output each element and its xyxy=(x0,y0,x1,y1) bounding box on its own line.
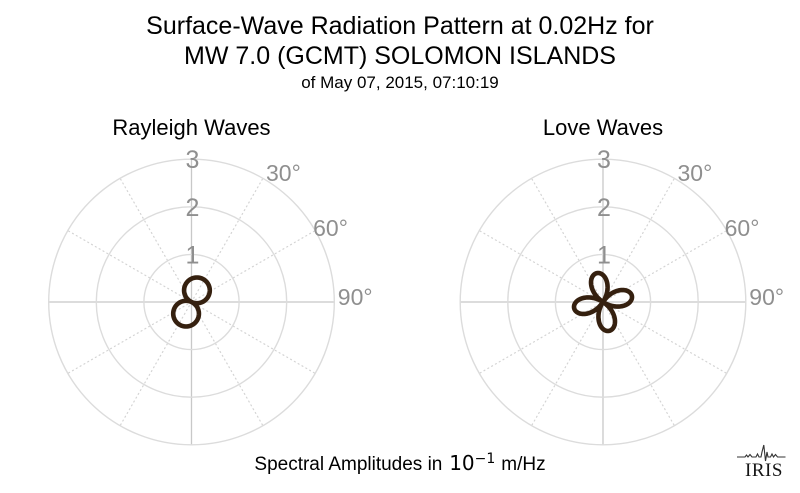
love-radiation-pattern-curve xyxy=(571,270,635,334)
angle-gridline-dotted xyxy=(602,301,728,374)
polar-plot-rayleigh: 1 2 3 30° 60° 90° Rayleigh Waves xyxy=(47,115,373,446)
plot-title-love: Love Waves xyxy=(543,115,663,140)
radius-grid-circle xyxy=(554,253,652,351)
caption: Spectral Amplitudes in 10−1 m/Hz xyxy=(0,451,800,476)
chart-title-line1: Surface-Wave Radiation Pattern at 0.02Hz… xyxy=(146,12,654,40)
caption-math-base: 10 xyxy=(449,451,475,475)
angle-gridline-dotted xyxy=(190,301,316,374)
chart-title-line2: MW 7.0 (GCMT) SOLOMON ISLANDS xyxy=(184,42,616,70)
radius-grid-circle xyxy=(507,206,699,398)
angle-gridline-dotted xyxy=(478,230,604,303)
angle-gridline-dotted xyxy=(190,301,264,427)
polar-plot-love: 1 2 3 30° 60° 90° Love Waves xyxy=(459,115,784,446)
radius-grid-circle xyxy=(143,253,240,351)
angle-gridline-dotted xyxy=(67,301,193,374)
angle-tick-label: 90° xyxy=(749,284,784,310)
angle-gridline-dotted xyxy=(530,301,604,427)
angle-tick-label: 90° xyxy=(338,284,373,310)
angle-gridline-dotted xyxy=(478,301,604,374)
angle-gridline-dotted xyxy=(602,301,676,427)
radius-tick-label: 1 xyxy=(597,241,611,269)
chart-subtitle: of May 07, 2015, 07:10:19 xyxy=(301,73,499,92)
radius-tick-label: 3 xyxy=(597,146,611,174)
caption-prefix: Spectral Amplitudes in xyxy=(254,454,443,475)
radius-grid-circle xyxy=(95,206,288,398)
angle-tick-label: 60° xyxy=(313,215,348,241)
angle-gridline-dotted xyxy=(119,177,193,303)
radius-tick-label: 1 xyxy=(186,241,200,269)
plot-title-rayleigh: Rayleigh Waves xyxy=(112,115,270,140)
angle-tick-label: 60° xyxy=(725,215,760,241)
angle-tick-label: 30° xyxy=(678,160,713,186)
angle-gridline-dotted xyxy=(602,177,676,303)
radius-tick-label: 2 xyxy=(186,194,200,222)
radius-grid-circle xyxy=(459,158,747,446)
radius-tick-label: 3 xyxy=(186,146,200,174)
iris-logo: IRIS xyxy=(735,444,793,486)
caption-math-exponent: −1 xyxy=(474,451,496,467)
angle-gridline-dotted xyxy=(530,177,604,303)
angle-gridline-dotted xyxy=(190,230,316,303)
radius-grid-circle xyxy=(47,158,336,446)
angle-gridline-dotted xyxy=(67,230,193,303)
rayleigh-radiation-pattern-curve xyxy=(170,275,213,329)
radius-tick-label: 2 xyxy=(597,194,611,222)
angle-gridline-dotted xyxy=(119,301,193,427)
caption-math-amplitude-unit: 10−1 xyxy=(449,451,495,475)
iris-logo-text: IRIS xyxy=(745,460,783,481)
angle-gridline-dotted xyxy=(190,177,264,303)
angle-tick-label: 30° xyxy=(266,160,301,186)
angle-gridline-dotted xyxy=(602,230,728,303)
caption-suffix: m/Hz xyxy=(501,454,546,475)
seismogram-icon xyxy=(737,444,786,462)
